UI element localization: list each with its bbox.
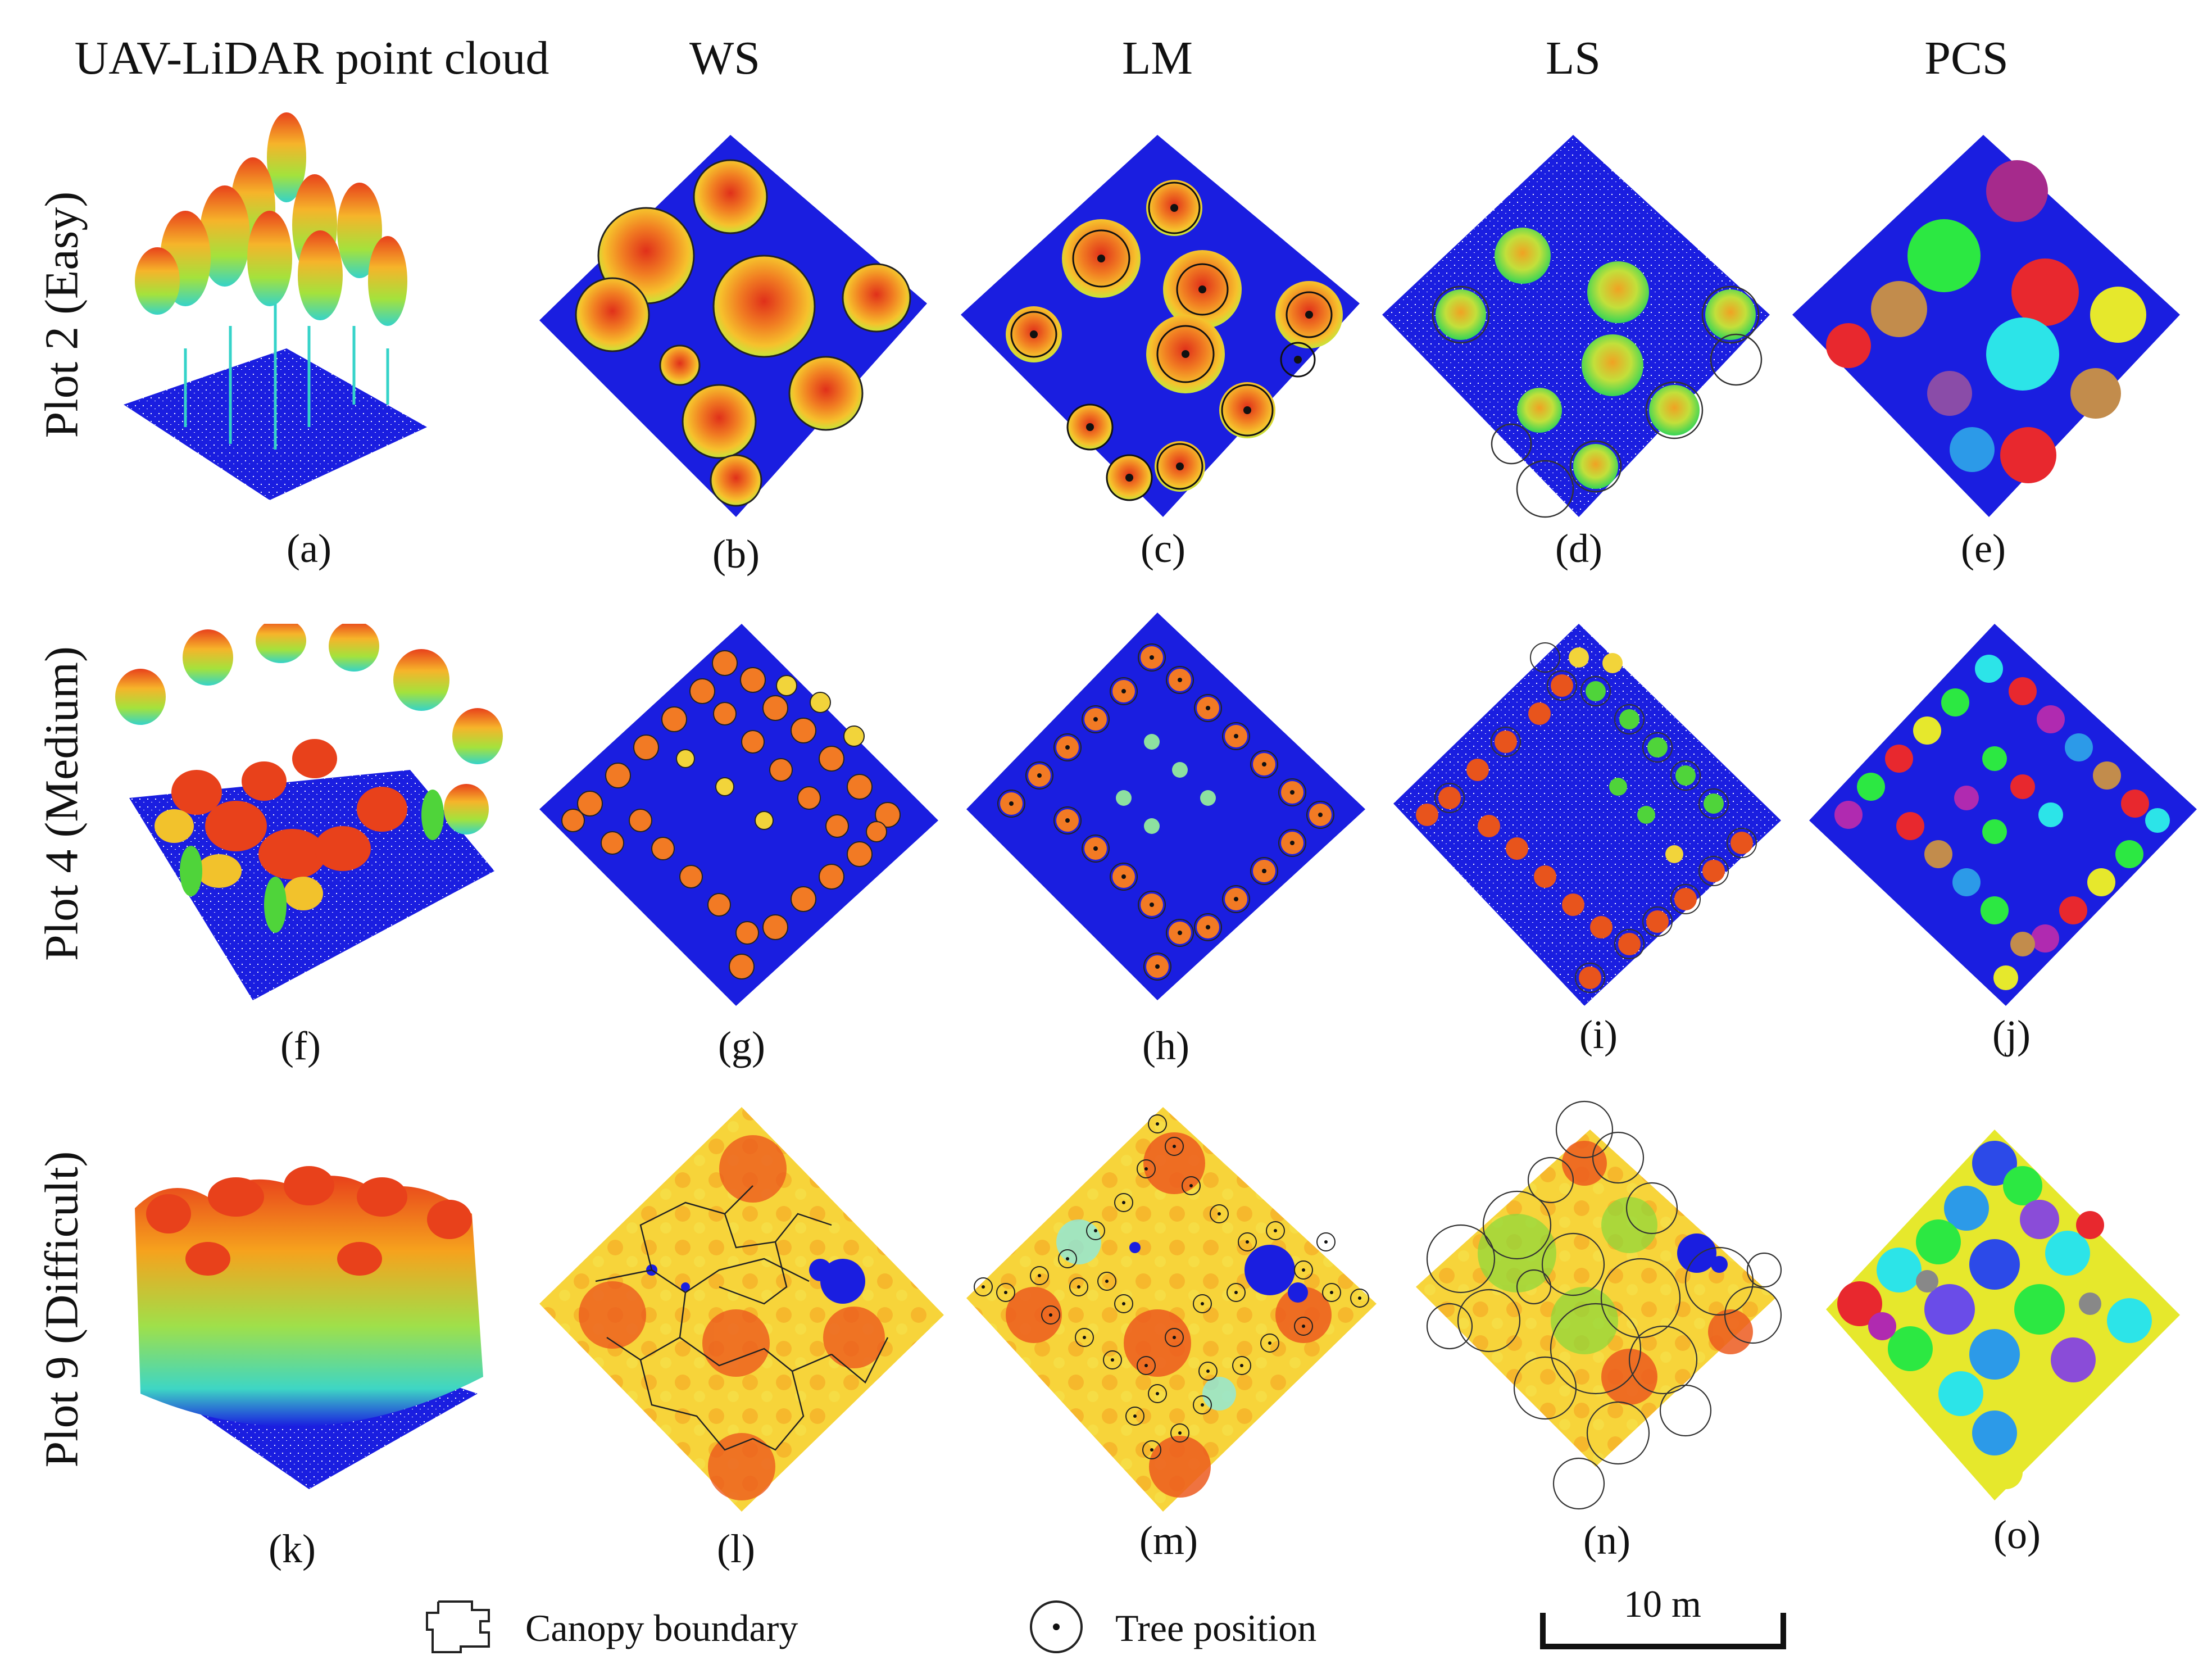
subfig-label-c: (c) (1141, 526, 1186, 571)
subfig-label-o: (o) (1993, 1512, 2041, 1557)
subfig-label-d: (d) (1555, 526, 1602, 571)
panel-l-ws (539, 1107, 944, 1512)
tree-position-markers (1010, 182, 1333, 501)
row-label-plot-4: Plot 4 (Medium) (35, 646, 88, 961)
panel-j-pcs (1809, 624, 2197, 1006)
legend-canopy-boundary: Canopy boundary (525, 1607, 798, 1649)
subfig-label-e: (e) (1961, 526, 2006, 571)
panel-k-point-cloud (135, 1166, 483, 1489)
panel-m-lm (966, 1107, 1377, 1512)
panel-b-ws (539, 135, 927, 517)
row-label-plot-2: Plot 2 (Easy) (35, 191, 88, 438)
lm-tree-markers (974, 1114, 1369, 1459)
panel-c-lm (961, 135, 1360, 517)
scale-bar (1540, 1613, 1786, 1649)
panel-h-lm (966, 613, 1365, 1000)
canopy-boundary-icon (426, 1600, 490, 1653)
tree-crowns (135, 112, 407, 326)
subfig-label-m: (m) (1139, 1518, 1198, 1563)
column-header-lm: LM (1122, 32, 1193, 84)
column-header-point-cloud: UAV-LiDAR point cloud (74, 32, 549, 84)
panel-o-pcs (1826, 1130, 2180, 1500)
subfig-label-n: (n) (1583, 1518, 1630, 1563)
row-label-plot-9: Plot 9 (Difficult) (35, 1151, 88, 1468)
subfig-label-a: (a) (287, 526, 331, 571)
panel-d-ls (1382, 135, 1770, 518)
panel-g-ws (539, 624, 938, 1006)
panel-a-point-cloud (124, 112, 427, 500)
panel-n-ls (1416, 1100, 1782, 1510)
column-header-ws: WS (689, 32, 760, 84)
column-header-ls: LS (1545, 32, 1601, 84)
column-header-pcs: PCS (1924, 32, 2009, 84)
scale-bar-label: 10 m (1624, 1582, 1701, 1625)
panel-i-ls (1393, 624, 1781, 1006)
subfig-label-b: (b) (712, 532, 760, 577)
panel-e-pcs (1792, 135, 2180, 517)
tree-position-icon (1030, 1600, 1083, 1653)
subfig-label-i: (i) (1579, 1012, 1618, 1057)
subfig-label-h: (h) (1142, 1023, 1189, 1068)
subfig-label-k: (k) (269, 1526, 316, 1571)
subfig-label-l: (l) (717, 1526, 755, 1571)
subfig-label-j: (j) (1992, 1012, 2031, 1057)
panel-f-point-cloud (115, 624, 503, 1000)
subfig-label-g: (g) (718, 1023, 765, 1068)
legend-tree-position: Tree position (1115, 1607, 1317, 1649)
subfig-label-f: (f) (280, 1023, 321, 1068)
tree-stems (184, 298, 389, 450)
